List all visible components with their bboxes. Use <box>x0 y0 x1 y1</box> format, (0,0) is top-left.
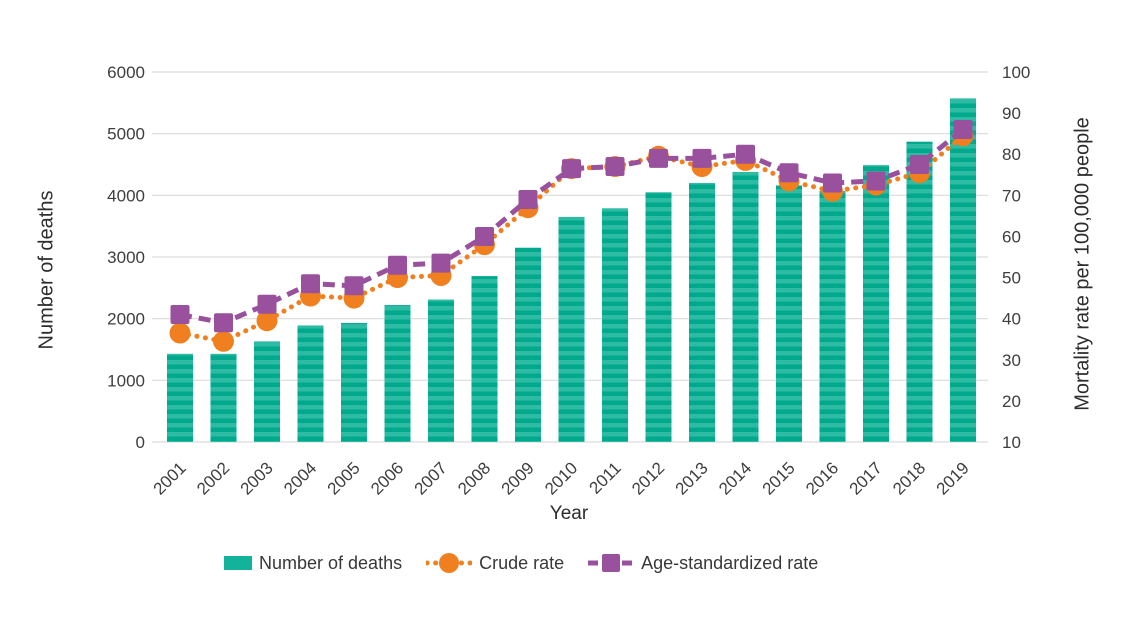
age-standardized-rate-marker-2014 <box>736 144 755 164</box>
x-tick-label: 2017 <box>846 458 886 498</box>
legend-item-number-of-deaths: Number of deaths <box>224 553 402 574</box>
y-right-tick-label: 30 <box>1002 351 1021 370</box>
y-left-tick-label: 1000 <box>107 371 145 390</box>
bar-2019 <box>950 98 976 443</box>
bar-2004 <box>297 325 324 442</box>
y-right-axis-title: Mortality rate per 100,000 people <box>1071 117 1094 411</box>
age-standardized-rate-marker-icon <box>588 554 635 572</box>
x-tick-label: 2009 <box>498 458 538 498</box>
y-left-tick-label: 4000 <box>107 186 145 205</box>
age-standardized-rate-marker-2006 <box>388 255 407 275</box>
age-standardized-rate-marker-2012 <box>649 148 668 168</box>
bar-2018 <box>906 141 933 442</box>
bar-2002 <box>210 353 237 442</box>
bar-2008 <box>471 276 498 442</box>
legend-item-crude-rate: Crude rate <box>426 551 564 575</box>
age-standardized-rate-marker-2007 <box>431 253 451 273</box>
bar-2001 <box>167 353 193 442</box>
x-tick-label: 2011 <box>586 458 625 497</box>
bar-2003 <box>254 341 280 442</box>
x-axis-title: Year <box>549 503 589 524</box>
age-standardized-rate-marker-2004 <box>301 274 320 294</box>
legend-label-age-standardized-rate: Age-standardized rate <box>641 552 819 573</box>
bar-2013 <box>689 183 715 442</box>
bar-2015 <box>776 185 802 442</box>
x-tick-label: 2019 <box>933 458 973 498</box>
x-tick-label: 2013 <box>672 458 712 498</box>
crude-rate-marker-2001 <box>169 322 191 344</box>
y-right-tick-label: 60 <box>1002 227 1021 246</box>
age-standardized-rate-marker-2018 <box>910 155 929 174</box>
y-right-tick-label: 80 <box>1002 145 1021 164</box>
crude-rate-marker-2002 <box>213 330 234 352</box>
bar-2005 <box>341 322 367 442</box>
y-right-tick-label: 70 <box>1002 186 1021 205</box>
age-standardized-rate-marker-2002 <box>214 313 233 333</box>
age-standardized-rate-marker-2017 <box>866 171 886 191</box>
y-right-tick-label: 20 <box>1002 392 1021 411</box>
legend: Number of deaths Crude rate Age-standard… <box>224 551 818 575</box>
age-standardized-rate-marker-2016 <box>823 173 842 193</box>
y-right-tick-label: 40 <box>1002 310 1021 329</box>
age-standardized-rate-marker-2019 <box>953 120 973 140</box>
legend-label-crude-rate: Crude rate <box>479 552 565 573</box>
bar-2011 <box>602 208 628 442</box>
x-tick-label: 2006 <box>367 458 407 498</box>
y-left-axis-title: Number of deaths <box>35 190 58 350</box>
y-left-tick-label: 3000 <box>107 248 145 267</box>
x-tick-label: 2012 <box>628 458 668 498</box>
x-tick-label: 2007 <box>411 458 451 498</box>
y-right-tick-label: 100 <box>1002 63 1030 82</box>
y-right-tick-label: 10 <box>1002 433 1021 452</box>
x-tick-label: 2005 <box>324 458 364 498</box>
bar-2014 <box>732 171 759 442</box>
x-tick-label: 2003 <box>237 458 277 498</box>
crude-rate-marker-2003 <box>256 310 278 332</box>
y-left-tick-label: 5000 <box>107 125 145 144</box>
y-left-tick-label: 6000 <box>107 63 145 82</box>
age-standardized-rate-marker-2001 <box>170 305 190 325</box>
x-tick-label: 2018 <box>889 458 929 498</box>
bar-2017 <box>863 165 889 442</box>
y-right-tick-label: 90 <box>1002 104 1021 123</box>
x-tick-label: 2016 <box>802 458 842 498</box>
age-standardized-rate-marker-2003 <box>257 294 277 314</box>
age-standardized-legend-square <box>602 554 621 572</box>
crude-rate-legend-circle <box>439 553 460 573</box>
x-tick-label: 2015 <box>759 458 799 498</box>
bar-2012 <box>645 192 672 442</box>
x-tick-label: 2004 <box>280 458 320 498</box>
age-standardized-rate-marker-2005 <box>344 276 364 296</box>
age-standardized-rate-marker-2013 <box>692 148 712 168</box>
crude-rate-marker-icon <box>426 553 473 573</box>
legend-item-age-standardized-rate: Age-standardized rate <box>588 551 818 575</box>
bar-2006 <box>384 305 411 442</box>
age-standardized-rate-marker-2011 <box>605 157 625 177</box>
bar-2016 <box>819 191 846 442</box>
x-tick-label: 2008 <box>454 458 494 498</box>
y-right-tick-label: 50 <box>1002 269 1021 288</box>
number-of-deaths-swatch-icon <box>224 556 252 570</box>
y-left-tick-label: 2000 <box>107 310 145 329</box>
x-tick-label: 2001 <box>150 458 190 498</box>
age-standardized-rate-marker-2009 <box>518 189 538 209</box>
bar-2007 <box>428 299 454 442</box>
x-tick-label: 2002 <box>193 458 233 498</box>
age-standardized-rate-marker-2010 <box>562 159 581 179</box>
x-tick-label: 2010 <box>541 458 581 498</box>
bar-2009 <box>515 247 541 442</box>
legend-label-number-of-deaths: Number of deaths <box>259 552 403 573</box>
age-standardized-rate-marker-2015 <box>779 163 799 183</box>
age-standardized-rate-marker-2008 <box>475 226 494 246</box>
bar-2010 <box>558 216 585 442</box>
y-left-tick-label: 0 <box>136 433 145 452</box>
x-tick-label: 2014 <box>715 458 755 498</box>
